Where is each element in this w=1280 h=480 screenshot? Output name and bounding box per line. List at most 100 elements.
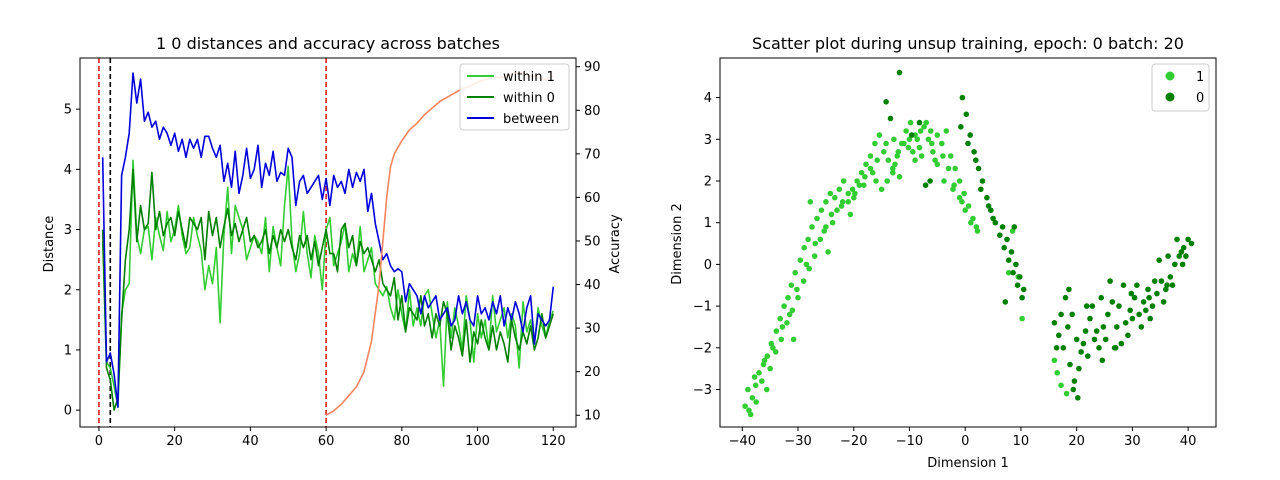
scatter-point-0: [1163, 286, 1169, 293]
series-line-within-0: [101, 168, 555, 411]
series-line-between: [101, 72, 555, 408]
scatter-point-0: [916, 119, 923, 126]
scatter-point-1: [934, 132, 941, 138]
scatter-point-0: [1085, 353, 1091, 359]
scatter-point-1: [961, 190, 967, 197]
scatter-point-1: [756, 370, 762, 376]
scatter-point-1: [836, 186, 843, 193]
x-tick-label: 30: [1124, 434, 1141, 449]
scatter-point-0: [1188, 240, 1195, 247]
scatter-point-1: [863, 161, 869, 168]
scatter-point-0: [999, 224, 1006, 230]
scatter-point-0: [1146, 294, 1152, 301]
scatter-point-0: [1156, 257, 1162, 264]
scatter-point-1: [806, 265, 812, 272]
scatter-point-1: [784, 320, 790, 326]
x-tick-label: −40: [729, 434, 756, 449]
scatter-point-0: [1053, 345, 1060, 351]
scatter-point-1: [752, 382, 759, 389]
scatter-point-1: [747, 411, 754, 418]
scatter-point-0: [1185, 236, 1191, 243]
scatter-point-1: [814, 215, 820, 222]
scatter-point-1: [838, 203, 845, 209]
scatter-point-1: [817, 236, 824, 243]
scatter-point-1: [794, 286, 800, 293]
scatter-point-1: [845, 190, 851, 197]
scatter-point-0: [1109, 299, 1116, 305]
y-tick-label: 2: [64, 283, 72, 298]
scatter-point-0: [1151, 278, 1158, 284]
scatter-point-0: [1010, 269, 1016, 276]
scatter-point-0: [1178, 249, 1185, 255]
scatter-point-0: [1004, 236, 1010, 243]
chart2-x-axis-label: Dimension 1: [927, 456, 1009, 471]
scatter-point-0: [1014, 282, 1021, 289]
scatter-point-1: [786, 311, 793, 318]
chart1-y2-axis-label: Accuracy: [608, 214, 623, 274]
y2-tick-label: 50: [584, 234, 601, 249]
scatter-point-1: [891, 136, 897, 143]
scatter-point-0: [1127, 307, 1133, 314]
scatter-point-0: [1160, 299, 1167, 305]
scatter-point-0: [1096, 345, 1102, 351]
scatter-point-0: [1099, 357, 1106, 364]
scatter-point-1: [812, 240, 819, 247]
chart2-y-axis-label: Dimension 2: [670, 203, 685, 285]
scatter-point-1: [950, 186, 956, 193]
scatter-point-0: [1065, 324, 1071, 330]
scatter-point-1: [921, 124, 927, 130]
x-tick-label: −20: [840, 434, 867, 449]
scatter-point-1: [861, 182, 867, 188]
scatter-point-0: [1056, 332, 1062, 339]
scatter-point-0: [887, 115, 894, 122]
scatter-point-1: [746, 407, 752, 414]
scatter-point-0: [1089, 303, 1096, 309]
chart2-y-ticks: −3 −2 −1 0 1 2 3 4: [693, 91, 720, 398]
scatter-point-0: [1058, 311, 1064, 318]
chart2-legend: 1 0: [1151, 63, 1210, 112]
scatter-point-1: [847, 211, 854, 218]
scatter-point-1: [914, 136, 921, 143]
scatter-point-1: [873, 178, 879, 184]
scatter-point-0: [1154, 290, 1160, 297]
scatter-point-1: [932, 157, 938, 163]
scatter-point-1: [970, 215, 976, 222]
scatter-point-0: [1067, 361, 1073, 368]
scatter-point-0: [1114, 324, 1120, 330]
scatter-point-0: [1091, 336, 1098, 343]
scatter-point-1: [947, 153, 954, 159]
scatter-point-1: [965, 203, 972, 209]
scatter-point-1: [927, 128, 934, 134]
scatter-point-1: [800, 278, 807, 284]
legend-marker-1: [1165, 71, 1175, 81]
chart1-y-axis-label: Distance: [42, 216, 57, 273]
scatter-point-0: [975, 165, 982, 172]
scatter-point-1: [934, 161, 941, 168]
scatter-point-1: [845, 199, 851, 205]
scatter-point-0: [992, 219, 999, 226]
scatter-point-1: [790, 336, 797, 343]
scatter-point-0: [1122, 320, 1129, 326]
chart2-plot-area: [742, 69, 1195, 418]
scatter-point-0: [1098, 294, 1104, 301]
y-tick-label: 2: [704, 175, 712, 190]
y2-tick-label: 80: [584, 104, 601, 119]
scatter-point-1: [905, 144, 912, 151]
scatter-point-0: [896, 69, 903, 76]
x-tick-label: 0: [95, 434, 103, 449]
scatter-point-1: [767, 365, 773, 372]
x-tick-label: 120: [541, 434, 566, 449]
scatter-point-1: [777, 315, 783, 322]
scatter-point-0: [1078, 349, 1084, 355]
scatter-point-0: [1001, 244, 1007, 251]
scatter-point-0: [1105, 311, 1111, 318]
scatter-point-0: [1138, 324, 1145, 330]
scatter-point-0: [1129, 315, 1136, 322]
x-tick-label: 40: [242, 434, 259, 449]
scatter-point-1: [952, 165, 958, 172]
y-tick-label: 5: [64, 103, 72, 118]
scatter-point-0: [958, 124, 964, 130]
scatter-point-1: [818, 207, 825, 213]
scatter-point-1: [862, 174, 868, 180]
scatter-point-1: [901, 140, 907, 147]
